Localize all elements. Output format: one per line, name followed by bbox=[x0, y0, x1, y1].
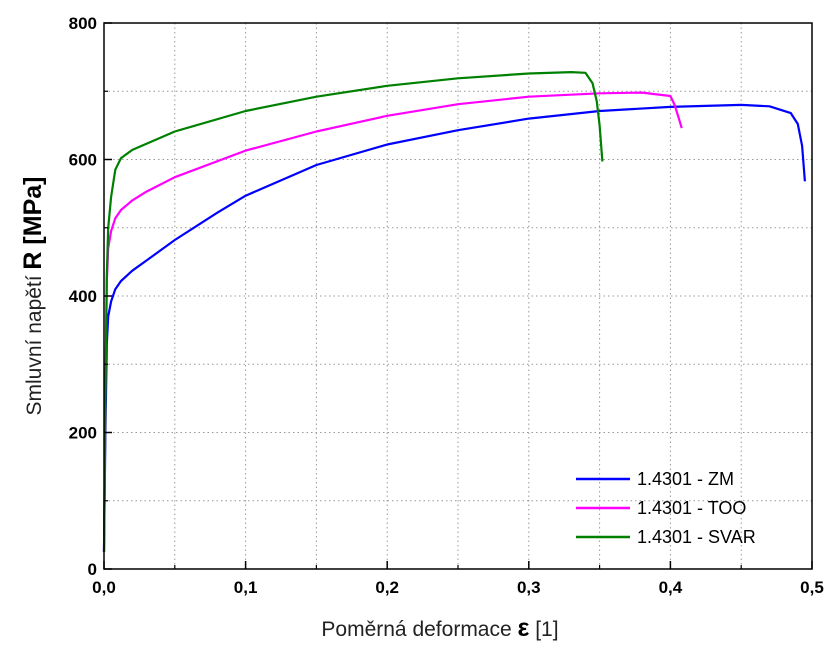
legend: 1.4301 - ZM 1.4301 - TOO 1.4301 - SVAR bbox=[576, 469, 756, 547]
y-axis-title-text: Smluvní napětí bbox=[23, 270, 46, 416]
x-tick-label: 0,2 bbox=[375, 578, 399, 597]
x-axis-title-symbol: ε bbox=[518, 614, 530, 642]
legend-label: 1.4301 - SVAR bbox=[637, 527, 756, 547]
axis-ticks: 0,0 0,1 0,2 0,3 0,4 0,5 0 200 400 600 800 bbox=[69, 14, 824, 597]
x-axis-title-unit: [1] bbox=[529, 618, 558, 641]
x-tick-label: 0,5 bbox=[800, 578, 824, 597]
x-tick-label: 0,0 bbox=[92, 578, 116, 597]
x-axis-title: Poměrná deformace ε [1] bbox=[321, 614, 558, 642]
series-line bbox=[102, 91, 683, 552]
x-tick-label: 0,1 bbox=[234, 578, 258, 597]
y-axis-title: Smluvní napětí R [MPa] bbox=[19, 177, 47, 416]
series-group bbox=[102, 70, 806, 552]
series-line bbox=[102, 103, 806, 552]
x-axis-title-text: Poměrná deformace bbox=[321, 618, 517, 641]
y-tick-label: 0 bbox=[88, 560, 97, 579]
legend-label: 1.4301 - ZM bbox=[637, 469, 734, 489]
y-axis-title-symbol: R bbox=[19, 252, 47, 270]
y-tick-label: 600 bbox=[69, 151, 97, 170]
series-line bbox=[102, 70, 604, 552]
y-tick-label: 200 bbox=[69, 424, 97, 443]
y-axis-title-unit: [MPa] bbox=[19, 177, 47, 252]
x-tick-label: 0,3 bbox=[517, 578, 541, 597]
legend-label: 1.4301 - TOO bbox=[637, 498, 746, 518]
y-tick-label: 800 bbox=[69, 14, 97, 33]
y-tick-label: 400 bbox=[69, 287, 97, 306]
x-tick-label: 0,4 bbox=[659, 578, 683, 597]
